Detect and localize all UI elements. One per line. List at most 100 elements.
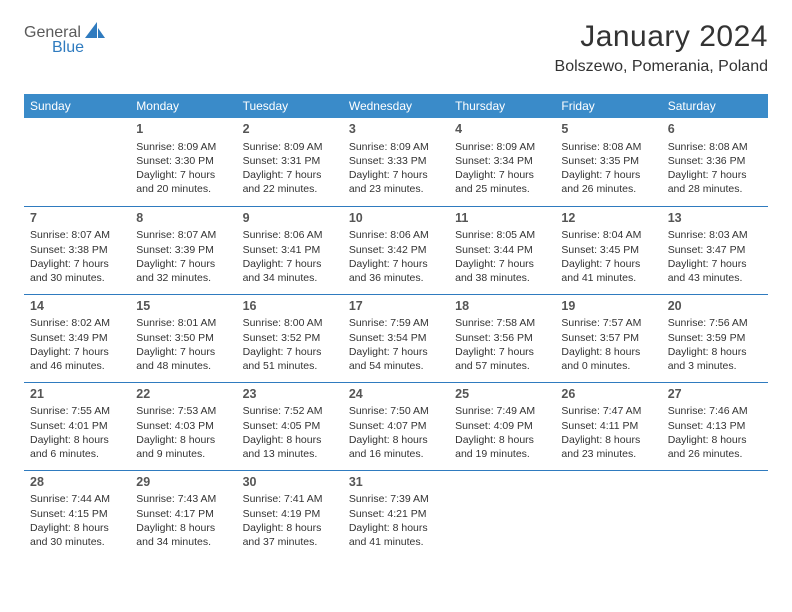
sunset-line: Sunset: 3:39 PM [136,243,230,257]
day-number: 8 [136,210,230,227]
day-number: 10 [349,210,443,227]
calendar-day: 4Sunrise: 8:09 AMSunset: 3:34 PMDaylight… [449,118,555,206]
sunrise-line: Sunrise: 8:03 AM [668,228,762,242]
daylight-line: Daylight: 7 hours and 46 minutes. [30,345,124,373]
sunset-line: Sunset: 4:07 PM [349,419,443,433]
calendar-day: 18Sunrise: 7:58 AMSunset: 3:56 PMDayligh… [449,294,555,382]
daylight-line: Daylight: 8 hours and 37 minutes. [243,521,337,549]
sunrise-line: Sunrise: 8:09 AM [136,140,230,154]
sunset-line: Sunset: 3:52 PM [243,331,337,345]
sunrise-line: Sunrise: 7:58 AM [455,316,549,330]
calendar-week: 1Sunrise: 8:09 AMSunset: 3:30 PMDaylight… [24,118,768,206]
sunset-line: Sunset: 4:11 PM [561,419,655,433]
daylight-line: Daylight: 7 hours and 36 minutes. [349,257,443,285]
sunrise-line: Sunrise: 7:39 AM [349,492,443,506]
day-number: 30 [243,474,337,491]
calendar-day: 24Sunrise: 7:50 AMSunset: 4:07 PMDayligh… [343,382,449,470]
day-number: 19 [561,298,655,315]
daylight-line: Daylight: 8 hours and 0 minutes. [561,345,655,373]
header: General Blue January 2024 Bolszewo, Pome… [24,20,768,76]
calendar-day: 26Sunrise: 7:47 AMSunset: 4:11 PMDayligh… [555,382,661,470]
calendar-day: 8Sunrise: 8:07 AMSunset: 3:39 PMDaylight… [130,206,236,294]
calendar-body: 1Sunrise: 8:09 AMSunset: 3:30 PMDaylight… [24,118,768,558]
sunset-line: Sunset: 4:15 PM [30,507,124,521]
logo-text-blue: Blue [52,39,84,57]
sunset-line: Sunset: 4:05 PM [243,419,337,433]
calendar-day: 19Sunrise: 7:57 AMSunset: 3:57 PMDayligh… [555,294,661,382]
calendar-day: 21Sunrise: 7:55 AMSunset: 4:01 PMDayligh… [24,382,130,470]
sunrise-line: Sunrise: 7:50 AM [349,404,443,418]
sunset-line: Sunset: 3:41 PM [243,243,337,257]
sunset-line: Sunset: 3:34 PM [455,154,549,168]
daylight-line: Daylight: 7 hours and 30 minutes. [30,257,124,285]
sunrise-line: Sunrise: 8:08 AM [668,140,762,154]
sunrise-line: Sunrise: 7:47 AM [561,404,655,418]
calendar-week: 14Sunrise: 8:02 AMSunset: 3:49 PMDayligh… [24,294,768,382]
sunrise-line: Sunrise: 8:06 AM [243,228,337,242]
sunrise-line: Sunrise: 8:00 AM [243,316,337,330]
calendar-day: 12Sunrise: 8:04 AMSunset: 3:45 PMDayligh… [555,206,661,294]
sunrise-line: Sunrise: 7:49 AM [455,404,549,418]
calendar-week: 28Sunrise: 7:44 AMSunset: 4:15 PMDayligh… [24,470,768,558]
daylight-line: Daylight: 8 hours and 6 minutes. [30,433,124,461]
calendar-day [662,470,768,558]
calendar-day [24,118,130,206]
daylight-line: Daylight: 7 hours and 28 minutes. [668,168,762,196]
day-header: Thursday [449,94,555,118]
day-number: 23 [243,386,337,403]
daylight-line: Daylight: 7 hours and 48 minutes. [136,345,230,373]
calendar-day: 31Sunrise: 7:39 AMSunset: 4:21 PMDayligh… [343,470,449,558]
day-number: 3 [349,121,443,138]
logo-sail-icon [83,20,107,45]
sunrise-line: Sunrise: 8:09 AM [243,140,337,154]
day-number: 2 [243,121,337,138]
day-header: Tuesday [237,94,343,118]
daylight-line: Daylight: 7 hours and 43 minutes. [668,257,762,285]
day-header: Monday [130,94,236,118]
sunrise-line: Sunrise: 7:56 AM [668,316,762,330]
month-title: January 2024 [555,20,768,54]
day-number: 31 [349,474,443,491]
calendar-day: 16Sunrise: 8:00 AMSunset: 3:52 PMDayligh… [237,294,343,382]
calendar-day [449,470,555,558]
sunset-line: Sunset: 4:17 PM [136,507,230,521]
day-number: 4 [455,121,549,138]
sunset-line: Sunset: 3:30 PM [136,154,230,168]
day-number: 21 [30,386,124,403]
sunset-line: Sunset: 3:31 PM [243,154,337,168]
sunset-line: Sunset: 3:56 PM [455,331,549,345]
day-number: 16 [243,298,337,315]
sunset-line: Sunset: 3:38 PM [30,243,124,257]
day-number: 5 [561,121,655,138]
day-number: 27 [668,386,762,403]
calendar-day: 10Sunrise: 8:06 AMSunset: 3:42 PMDayligh… [343,206,449,294]
calendar-day: 13Sunrise: 8:03 AMSunset: 3:47 PMDayligh… [662,206,768,294]
calendar-day: 15Sunrise: 8:01 AMSunset: 3:50 PMDayligh… [130,294,236,382]
calendar-day: 2Sunrise: 8:09 AMSunset: 3:31 PMDaylight… [237,118,343,206]
calendar-day: 14Sunrise: 8:02 AMSunset: 3:49 PMDayligh… [24,294,130,382]
day-number: 1 [136,121,230,138]
calendar-day: 28Sunrise: 7:44 AMSunset: 4:15 PMDayligh… [24,470,130,558]
day-number: 26 [561,386,655,403]
calendar-week: 21Sunrise: 7:55 AMSunset: 4:01 PMDayligh… [24,382,768,470]
sunrise-line: Sunrise: 7:52 AM [243,404,337,418]
calendar-day: 7Sunrise: 8:07 AMSunset: 3:38 PMDaylight… [24,206,130,294]
day-number: 15 [136,298,230,315]
calendar-day: 6Sunrise: 8:08 AMSunset: 3:36 PMDaylight… [662,118,768,206]
calendar-day: 20Sunrise: 7:56 AMSunset: 3:59 PMDayligh… [662,294,768,382]
sunrise-line: Sunrise: 7:53 AM [136,404,230,418]
daylight-line: Daylight: 8 hours and 3 minutes. [668,345,762,373]
daylight-line: Daylight: 7 hours and 20 minutes. [136,168,230,196]
sunset-line: Sunset: 3:44 PM [455,243,549,257]
sunset-line: Sunset: 4:19 PM [243,507,337,521]
calendar-day [555,470,661,558]
daylight-line: Daylight: 7 hours and 25 minutes. [455,168,549,196]
calendar-day: 5Sunrise: 8:08 AMSunset: 3:35 PMDaylight… [555,118,661,206]
sunset-line: Sunset: 4:09 PM [455,419,549,433]
calendar-day: 23Sunrise: 7:52 AMSunset: 4:05 PMDayligh… [237,382,343,470]
day-header: Sunday [24,94,130,118]
sunset-line: Sunset: 4:13 PM [668,419,762,433]
calendar-table: SundayMondayTuesdayWednesdayThursdayFrid… [24,94,768,558]
sunrise-line: Sunrise: 8:09 AM [349,140,443,154]
calendar-day: 9Sunrise: 8:06 AMSunset: 3:41 PMDaylight… [237,206,343,294]
